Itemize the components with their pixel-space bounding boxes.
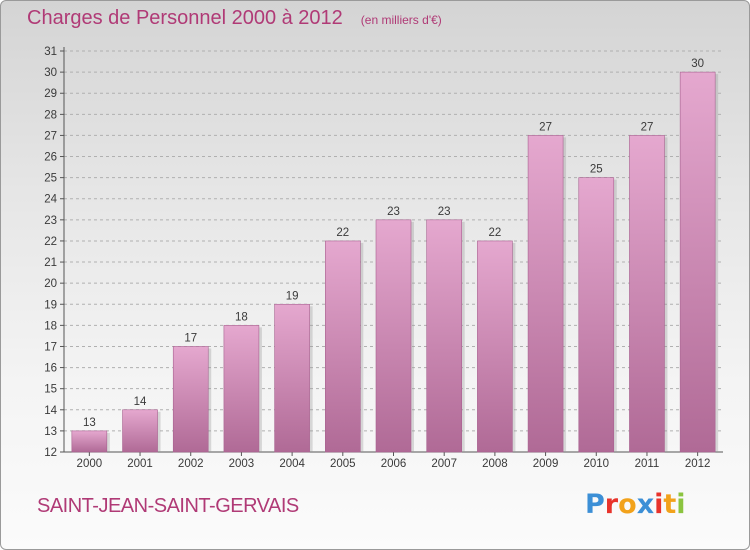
- x-tick-label: 2012: [685, 458, 711, 470]
- commune-name: SAINT-JEAN-SAINT-GERVAIS: [37, 495, 299, 517]
- logo-letter: o: [618, 489, 637, 520]
- bars: [71, 71, 719, 453]
- logo-letter: i: [676, 489, 686, 520]
- bar: [578, 177, 615, 453]
- labels: 12 13 14 15 16 17 18 19 20 21 22 23 24 25 26 27 28 29 30 31…: [44, 46, 710, 470]
- x-tick-label: 2002: [178, 458, 204, 470]
- bar: [71, 430, 108, 453]
- data-label: 23: [438, 206, 451, 218]
- bar: [223, 325, 260, 453]
- x-tick-label: 2006: [381, 458, 407, 470]
- data-label: 19: [286, 290, 299, 302]
- bar: [679, 71, 716, 453]
- y-tick-label: 21: [44, 257, 57, 269]
- x-tick-label: 2001: [127, 458, 153, 470]
- y-tick-label: 22: [44, 236, 57, 248]
- x-tick-label: 2005: [330, 458, 356, 470]
- y-tick-label: 31: [44, 46, 57, 58]
- y-tick-label: 12: [44, 447, 57, 459]
- logo-letter: x: [636, 489, 655, 520]
- y-tick-label: 18: [44, 320, 57, 332]
- title-row: Charges de Personnel 2000 à 2012 (en mill…: [27, 7, 442, 30]
- bar: [477, 240, 513, 453]
- y-tick-label: 27: [44, 130, 57, 142]
- logo-letter: i: [654, 489, 664, 520]
- y-tick-label: 24: [44, 194, 57, 206]
- bar: [629, 135, 665, 453]
- x-tick-label: 2000: [77, 458, 103, 470]
- x-tick-label: 2010: [583, 458, 609, 470]
- bar: [274, 303, 310, 453]
- y-tick-label: 23: [44, 215, 57, 227]
- data-label: 13: [83, 417, 96, 429]
- y-tick-label: 30: [44, 67, 57, 79]
- data-label: 25: [590, 164, 603, 176]
- y-tick-label: 25: [44, 173, 57, 185]
- y-tick-label: 20: [44, 278, 57, 290]
- data-label: 22: [336, 227, 349, 239]
- x-tick-label: 2004: [279, 458, 305, 470]
- logo-letter: r: [604, 489, 619, 520]
- bar: [375, 219, 412, 453]
- y-tick-label: 28: [44, 109, 57, 121]
- bar: [172, 346, 209, 453]
- x-tick-label: 2007: [431, 458, 457, 470]
- data-label: 22: [488, 227, 501, 239]
- y-tick-label: 15: [44, 384, 57, 396]
- bar: [527, 135, 564, 453]
- data-label: 27: [539, 121, 552, 133]
- bar: [122, 409, 158, 453]
- y-tick-label: 13: [44, 426, 57, 438]
- x-tick-label: 2011: [635, 458, 660, 470]
- logo-letter: t: [663, 489, 677, 520]
- data-label: 27: [641, 121, 654, 133]
- proxiti-logo: Proxiti: [585, 489, 686, 520]
- x-tick-label: 2008: [482, 458, 508, 470]
- y-tick-label: 26: [44, 152, 57, 164]
- y-tick-label: 19: [44, 299, 57, 311]
- bar: [325, 240, 361, 453]
- data-label: 14: [134, 396, 147, 408]
- x-tick-label: 2003: [229, 458, 255, 470]
- data-label: 18: [235, 311, 248, 323]
- data-label: 30: [691, 58, 704, 70]
- x-tick-label: 2009: [533, 458, 559, 470]
- logo-letter: P: [585, 489, 605, 520]
- bar: [426, 219, 462, 453]
- data-label: 23: [387, 206, 400, 218]
- data-label: 17: [184, 332, 197, 344]
- y-tick-label: 16: [44, 363, 57, 375]
- unit-label: (en milliers d'€): [360, 13, 442, 27]
- chart-title: Charges de Personnel 2000 à 2012: [27, 7, 343, 29]
- y-tick-label: 29: [44, 88, 57, 100]
- y-tick-label: 14: [44, 405, 57, 417]
- y-tick-label: 17: [44, 341, 57, 353]
